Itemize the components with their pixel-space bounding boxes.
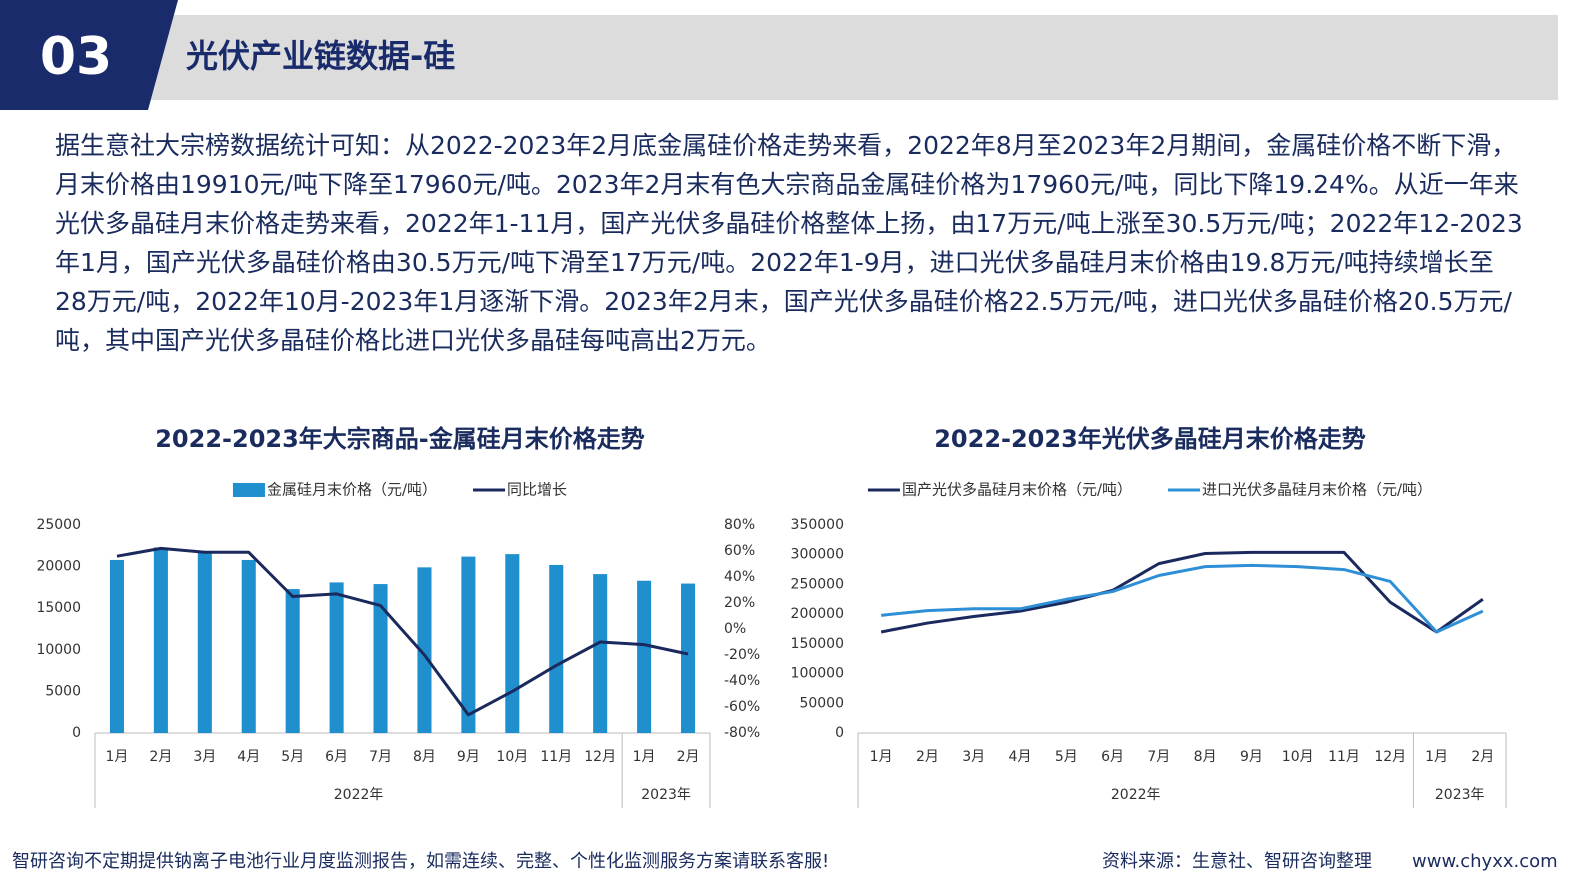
- x-group-label: 2022年: [1111, 787, 1161, 803]
- y-tick-label: 150000: [791, 636, 844, 652]
- x-group-label: 2023年: [641, 787, 691, 803]
- summary-paragraph: 据生意社大宗榜数据统计可知：从2022-2023年2月底金属硅价格走势来看，20…: [55, 131, 1523, 355]
- bar: [461, 556, 476, 733]
- y2-tick-label: -80%: [724, 725, 760, 741]
- x-tick-label: 1月: [106, 749, 129, 765]
- x-tick-label: 7月: [369, 749, 392, 765]
- legend-label: 金属硅月末价格（元/吨）: [267, 481, 437, 499]
- bar: [241, 559, 256, 733]
- x-tick-label: 1月: [870, 749, 893, 765]
- y-tick-label: 350000: [791, 517, 844, 533]
- y-tick-label: 15000: [36, 600, 81, 616]
- y2-tick-label: 60%: [724, 543, 755, 559]
- y-tick-label: 20000: [36, 559, 81, 575]
- footer-note: 智研咨询不定期提供钠离子电池行业月度监测报告，如需连续、完整、个性化监测服务方案…: [12, 851, 829, 872]
- line: [880, 563, 1484, 634]
- x-tick-label: 12月: [584, 749, 616, 765]
- bar: [505, 554, 520, 733]
- x-tick-label: 3月: [193, 749, 216, 765]
- x-tick-label: 5月: [281, 749, 304, 765]
- x-tick-label: 2月: [677, 749, 700, 765]
- x-tick-label: 8月: [1194, 749, 1217, 765]
- x-tick-label: 10月: [1282, 749, 1314, 765]
- legend-swatch: [232, 483, 265, 497]
- section-title: 光伏产业链数据-硅: [186, 37, 455, 75]
- legend-label: 同比增长: [507, 481, 567, 499]
- x-tick-label: 11月: [1328, 749, 1360, 765]
- x-tick-label: 6月: [325, 749, 348, 765]
- x-tick-label: 6月: [1101, 749, 1124, 765]
- x-tick-label: 1月: [1425, 749, 1448, 765]
- x-tick-label: 2月: [916, 749, 939, 765]
- line: [880, 550, 1484, 634]
- y-tick-label: 25000: [36, 517, 81, 533]
- y-tick-label: 5000: [45, 683, 81, 699]
- x-tick-label: 1月: [633, 749, 656, 765]
- bar: [197, 552, 212, 733]
- header-bar: [140, 15, 1558, 100]
- y2-tick-label: -60%: [724, 699, 760, 715]
- bar: [373, 584, 388, 733]
- y-tick-label: 250000: [791, 576, 844, 592]
- x-tick-label: 9月: [457, 749, 480, 765]
- section-number: 03: [40, 27, 112, 87]
- bar: [417, 567, 432, 733]
- x-tick-label: 7月: [1147, 749, 1170, 765]
- bar: [637, 580, 652, 733]
- footer-url: www.chyxx.com: [1412, 851, 1558, 872]
- legend-label: 国产光伏多晶硅月末价格（元/吨）: [902, 481, 1132, 499]
- x-tick-label: 8月: [413, 749, 436, 765]
- bar: [153, 547, 168, 733]
- y-tick-label: 0: [72, 725, 81, 741]
- bar: [681, 583, 696, 733]
- y2-tick-label: 0%: [724, 621, 746, 637]
- bar: [109, 559, 124, 733]
- bar: [593, 574, 608, 733]
- y2-tick-label: -40%: [724, 673, 760, 689]
- x-tick-label: 2月: [1471, 749, 1494, 765]
- y-tick-label: 50000: [799, 695, 844, 711]
- x-tick-label: 11月: [540, 749, 572, 765]
- y-tick-label: 100000: [791, 666, 844, 682]
- footer-source: 资料来源：生意社、智研咨询整理: [1102, 851, 1372, 872]
- x-tick-label: 12月: [1374, 749, 1406, 765]
- x-tick-label: 5月: [1055, 749, 1078, 765]
- y-tick-label: 200000: [791, 606, 844, 622]
- y-tick-label: 10000: [36, 642, 81, 658]
- chart-title: 2022-2023年光伏多晶硅月末价格走势: [934, 425, 1366, 453]
- y2-tick-label: 20%: [724, 595, 755, 611]
- legend-label: 进口光伏多晶硅月末价格（元/吨）: [1202, 481, 1432, 499]
- y-tick-label: 0: [835, 725, 844, 741]
- x-group-label: 2022年: [334, 787, 384, 803]
- bar: [549, 564, 564, 733]
- bar: [329, 582, 344, 733]
- bar: [285, 589, 300, 733]
- x-group-label: 2023年: [1435, 787, 1485, 803]
- x-tick-label: 4月: [1009, 749, 1032, 765]
- y-tick-label: 300000: [791, 547, 844, 563]
- x-tick-label: 10月: [496, 749, 528, 765]
- x-tick-label: 3月: [962, 749, 985, 765]
- y2-tick-label: -20%: [724, 647, 760, 663]
- x-tick-label: 9月: [1240, 749, 1263, 765]
- x-tick-label: 4月: [237, 749, 260, 765]
- header-badge: [0, 0, 178, 110]
- x-tick-label: 2月: [149, 749, 172, 765]
- y2-tick-label: 80%: [724, 517, 755, 533]
- y2-tick-label: 40%: [724, 569, 755, 585]
- line: [116, 546, 689, 717]
- chart-title: 2022-2023年大宗商品-金属硅月末价格走势: [155, 425, 645, 453]
